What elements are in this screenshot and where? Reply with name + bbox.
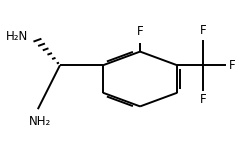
Text: F: F	[137, 25, 143, 38]
Text: F: F	[229, 59, 235, 72]
Text: H₂N: H₂N	[6, 30, 28, 43]
Text: F: F	[200, 94, 206, 106]
Text: NH₂: NH₂	[29, 115, 52, 128]
Text: F: F	[200, 24, 206, 37]
